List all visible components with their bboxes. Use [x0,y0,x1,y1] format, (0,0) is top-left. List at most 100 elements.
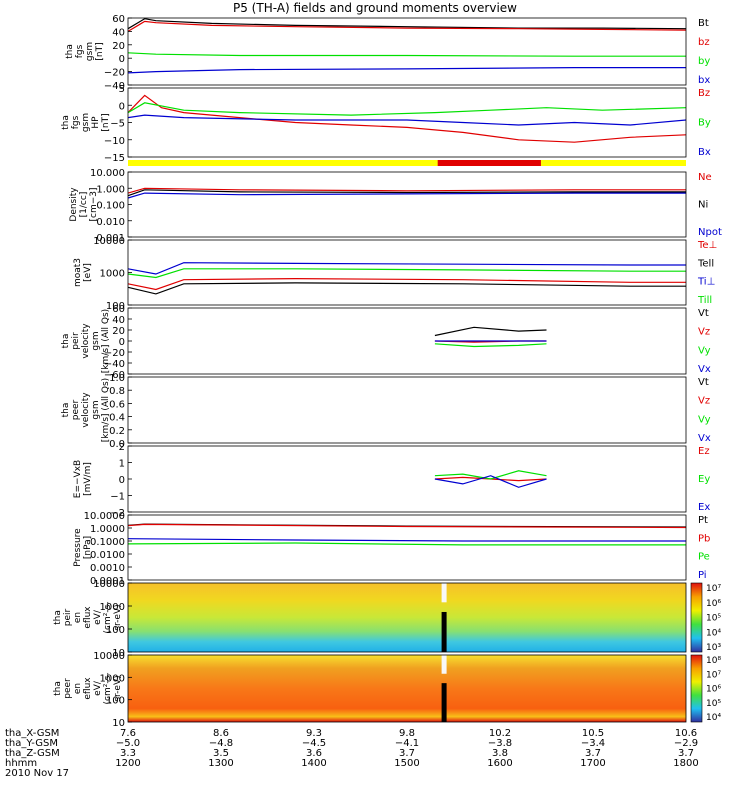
legend-entry: Npot [698,227,722,238]
panel-frame [127,87,687,158]
ephemeris-value: 9.8 [399,728,415,739]
legend-entry: Ex [698,502,710,513]
y-axis-label-line: (cm²-s- [103,601,113,633]
y-tick-label: −20 [104,348,125,359]
series-line-Vy [434,343,547,348]
y-axis-label-line: tha [61,115,71,130]
y-axis-label-line: [cm−3] [89,187,99,221]
legend-entry: Vt [698,377,709,388]
ephemeris-table: tha_X-GSM 7.6 8.6 9.3 9.8 10.2 10.5 10.6 tha_Y-G… [5,728,699,779]
panel-frame [127,654,687,723]
y-axis-label-line: [eV] [83,263,93,282]
y-tick-label: −15 [104,153,125,164]
ephemeris-value: −2.9 [674,738,698,749]
legend-entry: By [698,118,711,129]
legend-entry: Pe [698,552,710,563]
y-axis-label: tha fgs gsm HP [nT] [61,113,111,132]
panel-8: 10.0000 1.0000 0.1000 0.0100 0.0010 0.0001 Pre… [73,511,710,587]
y-tick-label: 0.1000 [90,537,125,548]
ephemeris-value: 1500 [394,758,419,769]
series-line-Bz [127,94,687,143]
ephemeris-value: 10.2 [489,728,511,739]
series-line-Pb [127,523,687,529]
y-tick-label: 10 [112,718,125,729]
panel-7: 2 1 0 −1 −2 E=−VxB [mV/m] Ez Ey Ex [73,442,710,519]
series-line-Tell [127,282,686,295]
y-tick-label: 10.000 [90,168,125,179]
ephemeris-value: 10.5 [582,728,604,739]
legend-entry: Vy [698,414,711,425]
y-axis-label: tha peir velocity gsm [km/s] (All Qs) [61,309,111,373]
y-axis-label: E=−VxB [mV/m] [73,460,93,498]
legend-entry: Pb [698,533,710,544]
ephemeris-row-label: hhmm [5,758,37,769]
y-tick-label: 0.6 [109,399,125,410]
ephemeris-value: 3.6 [306,748,322,759]
y-tick-label: 40 [112,27,125,38]
y-axis-label-line: tha [61,334,71,349]
legend-entry: Ez [698,446,710,457]
y-axis-label-line: E=−VxB [73,460,83,498]
y-axis-label: Density [1/cc] [cm−3] [69,187,99,222]
legend-entry: Te⊥ [697,240,717,251]
y-axis-label-line: [mV/m] [83,462,93,496]
colorbar-tick-label: 10⁸ [706,656,721,666]
legend-entry: bx [698,75,710,86]
ephemeris-value: 1600 [487,758,512,769]
y-axis-label-line: en [73,683,83,694]
y-tick-label: 100 [106,696,125,707]
y-tick-label: 0.0001 [90,576,125,587]
series-line-by [127,52,686,57]
y-tick-label: −20 [104,68,125,79]
panel-frame [127,239,687,306]
y-axis-label-line: peer [63,678,73,699]
y-tick-label: 1.0000 [90,524,125,535]
y-tick-label: 1 [119,459,125,470]
legend-entry: Vx [698,364,711,375]
ephemeris-value: 3.7 [585,748,601,759]
legend-entry: Vy [698,345,711,356]
y-axis-label-line: peir [63,608,73,626]
ephemeris-value: −3.4 [581,738,605,749]
y-tick-label: 10000 [93,236,125,247]
y-tick-label: −60 [104,370,125,381]
ephemeris-value: −4.8 [209,738,233,749]
ephemeris-value: 3.7 [678,748,694,759]
ephemeris-value: 9.3 [306,728,322,739]
legend-entry: Vz [698,327,710,338]
series-line-Till [127,268,686,279]
legend-entry: Pt [698,515,708,526]
legend-entry: Pi [698,570,707,581]
legend-entry: Vz [698,396,710,407]
y-axis-label: tha peer velocity gsm [km/s] (All Qs) [61,378,111,442]
panel-frame [127,376,687,444]
legend-entry: Bx [698,147,711,158]
y-axis-label-line: gsm [91,400,101,419]
y-axis-label-line: (cm²-s- [103,672,113,704]
legend-entry: by [698,56,710,67]
y-tick-label: 10000 [93,579,125,590]
y-tick-label: 0.2 [109,426,125,437]
series-line-Vt [434,326,547,337]
panel-4: 10000 1000 100 moat3 [eV] Te⊥ Tell Ti⊥ Till [73,236,717,312]
series-line-Pi [127,538,686,542]
ephemeris-value: −4.1 [395,738,419,749]
y-axis-label: Pressure [nPa] [73,528,93,567]
y-axis-label-line: gsm [91,331,101,350]
y-tick-label: 10000 [93,651,125,662]
y-tick-label: −10 [104,136,125,147]
legend-entry: Bz [698,88,710,99]
y-axis-label-line: eV/ [93,609,103,625]
legend-entry: Ey [698,474,710,485]
y-tick-label: 0.001 [96,233,125,244]
y-axis-label-line: [nT] [101,113,111,131]
series-line-Te⊥ [127,277,686,291]
colorbar-tick-label: 10⁵ [706,699,721,709]
y-tick-label: 1000 [100,269,125,280]
y-axis-label-line: tha [65,44,75,59]
ephemeris-value: 1700 [580,758,605,769]
y-axis-label-line: gsm [85,42,95,61]
ephemeris-value: −3.8 [488,738,512,749]
